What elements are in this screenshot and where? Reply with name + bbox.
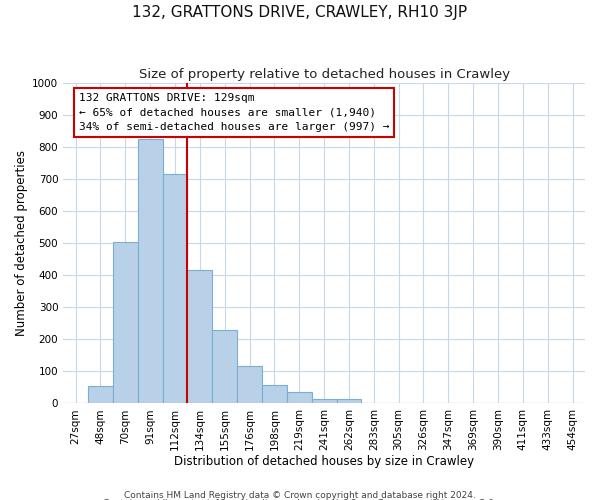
Bar bbox=[113, 242, 138, 404]
Title: Size of property relative to detached houses in Crawley: Size of property relative to detached ho… bbox=[139, 68, 509, 80]
Bar bbox=[262, 385, 287, 404]
Text: 132, GRATTONS DRIVE, CRAWLEY, RH10 3JP: 132, GRATTONS DRIVE, CRAWLEY, RH10 3JP bbox=[133, 5, 467, 20]
Bar bbox=[337, 399, 361, 404]
Bar bbox=[138, 139, 163, 404]
Bar bbox=[88, 386, 113, 404]
Bar bbox=[187, 270, 212, 404]
Text: Contains public sector information licensed under the Open Government Licence v3: Contains public sector information licen… bbox=[103, 499, 497, 500]
Text: Contains HM Land Registry data © Crown copyright and database right 2024.: Contains HM Land Registry data © Crown c… bbox=[124, 490, 476, 500]
Bar bbox=[163, 174, 187, 404]
Text: 132 GRATTONS DRIVE: 129sqm
← 65% of detached houses are smaller (1,940)
34% of s: 132 GRATTONS DRIVE: 129sqm ← 65% of deta… bbox=[79, 92, 389, 132]
Bar bbox=[237, 366, 262, 404]
Y-axis label: Number of detached properties: Number of detached properties bbox=[15, 150, 28, 336]
Bar bbox=[212, 330, 237, 404]
Bar bbox=[311, 399, 337, 404]
Bar bbox=[287, 392, 311, 404]
X-axis label: Distribution of detached houses by size in Crawley: Distribution of detached houses by size … bbox=[174, 454, 474, 468]
